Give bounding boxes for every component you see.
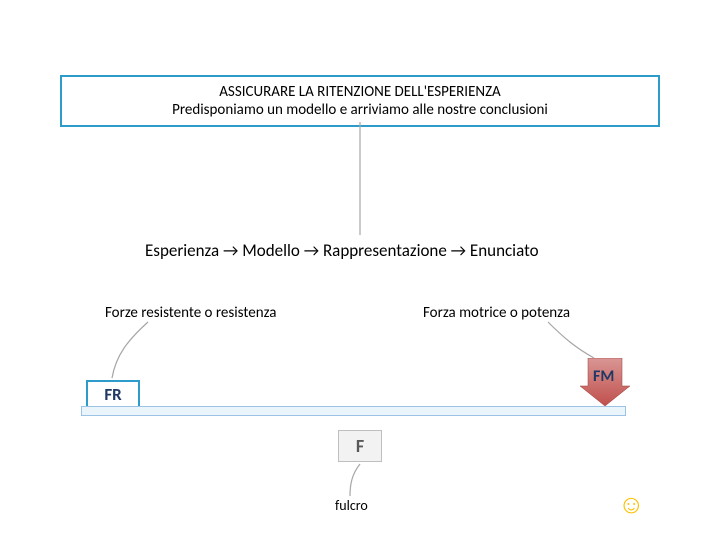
connector-right xyxy=(542,320,602,362)
title-line2: Predisponiamo un modello e arriviamo all… xyxy=(72,101,648,119)
connector-left xyxy=(108,320,168,382)
connector-title-to-flow xyxy=(358,122,362,237)
flow-text: Esperienza → Modello → Rappresentazione … xyxy=(145,240,539,261)
connector-fulcro xyxy=(344,462,368,498)
f-box: F xyxy=(338,430,382,462)
title-box: ASSICURARE LA RITENZIONE DELL'ESPERIENZA… xyxy=(60,75,660,127)
fm-label: FM xyxy=(593,367,614,386)
lever-bar xyxy=(81,406,626,416)
fulcro-label: fulcro xyxy=(335,497,368,514)
title-line1: ASSICURARE LA RITENZIONE DELL'ESPERIENZA xyxy=(72,83,648,101)
smiley-icon: ☺ xyxy=(618,488,645,520)
